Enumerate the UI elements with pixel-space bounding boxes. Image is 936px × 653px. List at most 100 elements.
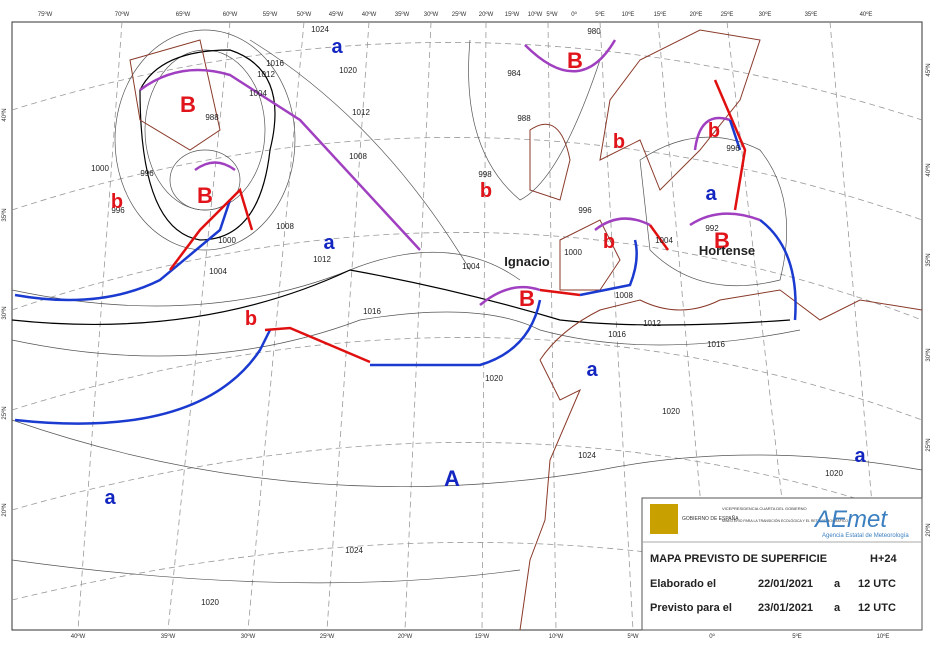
isobar-label: 1004 — [655, 236, 673, 245]
low-center: B — [180, 92, 196, 117]
lon-label: 35ºE — [805, 11, 818, 18]
lon-label: 0º — [709, 633, 715, 640]
isobar-label: 1020 — [485, 374, 503, 383]
legend-at: a — [834, 578, 841, 590]
legend-time: 12 UTC — [858, 602, 896, 614]
isobar-label: 1020 — [662, 407, 680, 416]
ministry-text: MINISTERIO PARA LA TRANSICIÓN ECOLÓGICA … — [722, 518, 848, 523]
lat-label: 35ºN — [1, 208, 8, 221]
legend-frame — [641, 497, 923, 631]
isobar-label: 1016 — [707, 340, 725, 349]
low-relative: b — [111, 191, 123, 213]
lon-label: 5ºW — [627, 633, 639, 640]
aemet-name: Agencia Estatal de Meteorología — [822, 533, 909, 539]
lon-label: 30ºE — [759, 11, 772, 18]
lat-label: 20ºN — [925, 523, 932, 536]
isobar-label: 1008 — [615, 291, 633, 300]
lon-label: 10ºW — [528, 11, 543, 18]
high-relative: a — [705, 183, 717, 205]
lat-label: 40ºN — [1, 108, 8, 121]
isobar-label: 996 — [726, 144, 740, 153]
low-relative: b — [480, 180, 492, 202]
lon-label: 5ºE — [792, 633, 802, 640]
aemet-logo: AEmet — [813, 506, 888, 533]
isobar-label: 1000 — [218, 236, 236, 245]
lon-label: 5ºW — [546, 11, 558, 18]
isobar-labels: 1024 1020 1016 1012 1004 988 996 1000 996 1012 100… — [91, 25, 843, 607]
isobar-label: 998 — [478, 170, 492, 179]
lon-label: 50ºW — [297, 11, 312, 18]
lat-label: 40ºN — [925, 163, 932, 176]
lon-label: 10ºW — [549, 633, 564, 640]
lon-label: 45ºW — [329, 11, 344, 18]
lon-label: 20ºE — [690, 11, 703, 18]
low-relative: b — [603, 231, 615, 253]
lon-label: 75ºW — [38, 11, 53, 18]
lon-label: 15ºE — [654, 11, 667, 18]
lon-label: 25ºW — [320, 633, 335, 640]
isobar-label: 1008 — [276, 222, 294, 231]
lon-label: 65ºW — [176, 11, 191, 18]
pressure-centers: B B B B B A a a a a a a b b b b b b — [104, 36, 866, 509]
storm-name: Ignacio — [504, 254, 550, 269]
isobar-label: 1020 — [825, 469, 843, 478]
vice-text: VICEPRESIDENCIA CUARTA DEL GOBIERNO — [722, 506, 807, 511]
lat-label: 35ºN — [925, 253, 932, 266]
isobar-label: 1024 — [578, 451, 596, 460]
storm-name: Hortense — [699, 243, 755, 258]
isobar-label: 988 — [517, 114, 531, 123]
high-relative: a — [854, 445, 866, 467]
isobar-label: 996 — [140, 169, 154, 178]
fronts — [14, 39, 797, 425]
low-center: B — [567, 48, 583, 73]
lat-label: 30ºN — [925, 348, 932, 361]
lon-label: 40ºE — [860, 11, 873, 18]
low-center: B — [519, 286, 535, 311]
lon-label: 60ºW — [223, 11, 238, 18]
high-relative: a — [323, 232, 335, 254]
isobar-label: 1016 — [608, 330, 626, 339]
isobar-label: 1012 — [352, 108, 370, 117]
legend-label: Elaborado el — [650, 578, 716, 590]
isobar-label: 996 — [111, 206, 125, 215]
legend-time: 12 UTC — [858, 578, 896, 590]
lon-label: 55ºW — [263, 11, 278, 18]
isobar-label: 980 — [587, 27, 601, 36]
lon-label: 40ºW — [362, 11, 377, 18]
legend-title: MAPA PREVISTO DE SUPERFICIE — [650, 553, 827, 565]
high-relative: a — [104, 487, 116, 509]
lon-label: 10ºE — [877, 633, 890, 640]
isobar-label: 988 — [205, 113, 219, 122]
isobar-label: 1020 — [339, 66, 357, 75]
lat-label: 25ºN — [1, 406, 8, 419]
isobar-label: 1024 — [311, 25, 329, 34]
lon-label: 30ºW — [424, 11, 439, 18]
lat-label: 20ºN — [1, 503, 8, 516]
isobar-label: 1000 — [564, 248, 582, 257]
isobar-label: 1004 — [209, 267, 227, 276]
isobar-label: 1012 — [257, 70, 275, 79]
isobar-label: 1016 — [363, 307, 381, 316]
lon-label: 15ºW — [505, 11, 520, 18]
top-longitude-labels: 75ºW 70ºW 65ºW 60ºW 55ºW 50ºW 45ºW 40ºW … — [38, 11, 873, 18]
gov-text: GOBIERNO DE ESPAÑA — [682, 515, 739, 522]
lon-label: 15ºW — [475, 633, 490, 640]
lon-label: 25ºW — [452, 11, 467, 18]
lon-label: 35ºW — [395, 11, 410, 18]
isobars — [11, 29, 923, 584]
isobar-label: 1004 — [462, 262, 480, 271]
isobar-label: 1004 — [249, 89, 267, 98]
high-relative: a — [331, 36, 343, 58]
legend-at: a — [834, 602, 841, 614]
lon-label: 40ºW — [71, 633, 86, 640]
isobar-label: 1000 — [91, 164, 109, 173]
latitude-labels: 40ºN 35ºN 30ºN 25ºN 20ºN 45ºN 40ºN 35ºN … — [1, 63, 932, 536]
isobar-label: 1012 — [313, 255, 331, 264]
coastlines — [129, 29, 923, 631]
low-relative: b — [708, 120, 720, 142]
high-center: A — [444, 466, 460, 491]
graticule — [11, 21, 923, 631]
low-center: B — [197, 183, 213, 208]
lat-label: 30ºN — [1, 306, 8, 319]
